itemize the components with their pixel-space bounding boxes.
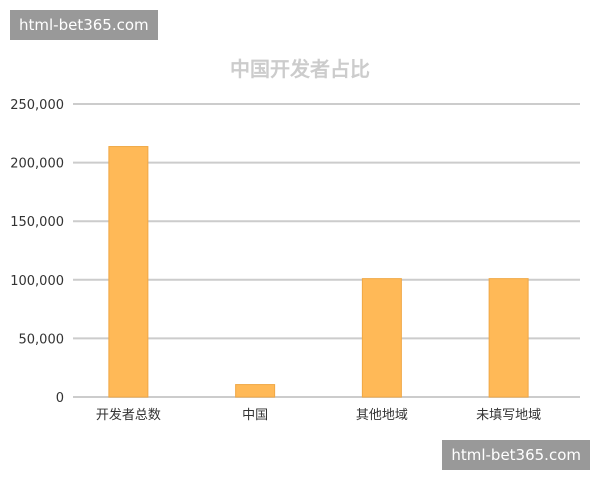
bar-0	[108, 146, 149, 398]
x-tick-label: 未填写地域	[476, 408, 541, 423]
y-tick-label: 50,000	[19, 332, 65, 347]
bar-1	[235, 384, 276, 398]
y-tick-label: 200,000	[10, 157, 64, 172]
y-tick-label: 150,000	[10, 215, 64, 230]
x-tick-label: 其他地域	[356, 408, 408, 423]
bar-3	[488, 278, 529, 398]
bar-2	[361, 278, 402, 398]
y-tick-label: 100,000	[10, 274, 64, 289]
x-tick-label: 开发者总数	[96, 407, 161, 423]
chart-title: 中国开发者占比	[230, 57, 370, 81]
watermark: html-bet365.com	[442, 440, 590, 470]
watermark: html-bet365.com	[10, 10, 158, 40]
y-tick-label: 0	[56, 391, 64, 406]
x-tick-label: 中国	[242, 408, 268, 423]
y-tick-label: 250,000	[10, 98, 64, 113]
